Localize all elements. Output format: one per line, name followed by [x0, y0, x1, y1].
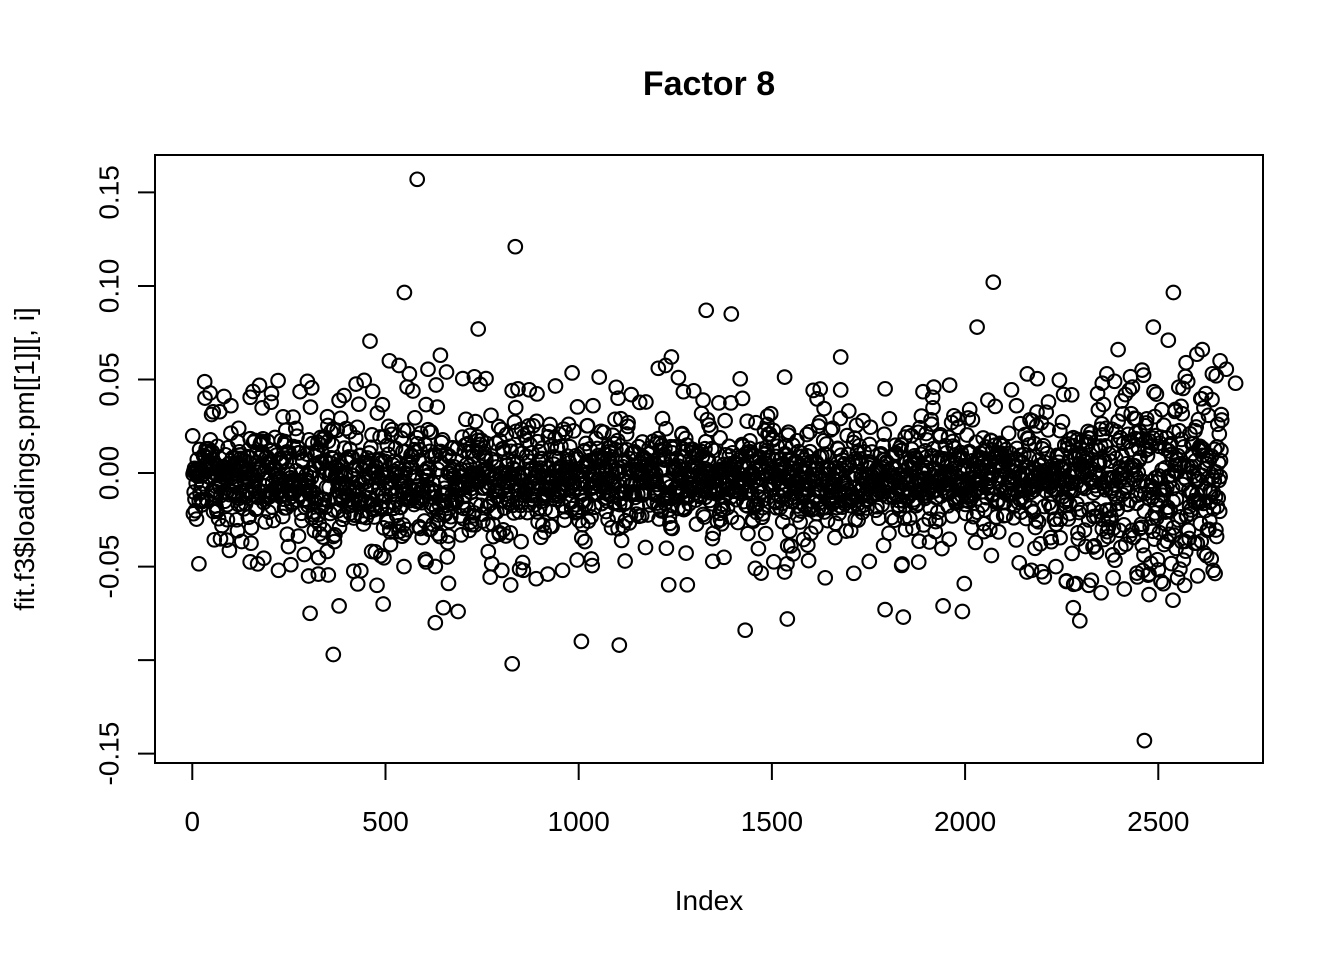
x-axis-label: Index — [675, 885, 744, 916]
y-tick-label: 0.05 — [94, 352, 125, 407]
y-tick-label: 0.00 — [94, 446, 125, 501]
x-tick-label: 1500 — [741, 806, 803, 837]
x-tick-label: 2500 — [1127, 806, 1189, 837]
plot-title: Factor 8 — [643, 65, 775, 103]
y-tick-label: 0.10 — [94, 259, 125, 314]
x-axis: 0 500 1000 1500 2000 2500 — [184, 763, 1189, 837]
y-tick-label: 0.15 — [94, 165, 125, 220]
plot-box — [154, 154, 1264, 764]
x-tick-label: 500 — [362, 806, 409, 837]
y-axis-label: fit.f3$loadings.pm[[1]][, i] — [9, 307, 40, 611]
x-tick-label: 1000 — [548, 806, 610, 837]
y-tick-label: -0.05 — [94, 535, 125, 599]
x-tick-label: 2000 — [934, 806, 996, 837]
data-points — [184, 171, 1244, 749]
x-tick-label: 0 — [184, 806, 200, 837]
y-axis: -0.15 -0.05 0.00 0.05 0.10 0.15 — [94, 165, 155, 786]
y-tick-label: -0.15 — [94, 722, 125, 786]
